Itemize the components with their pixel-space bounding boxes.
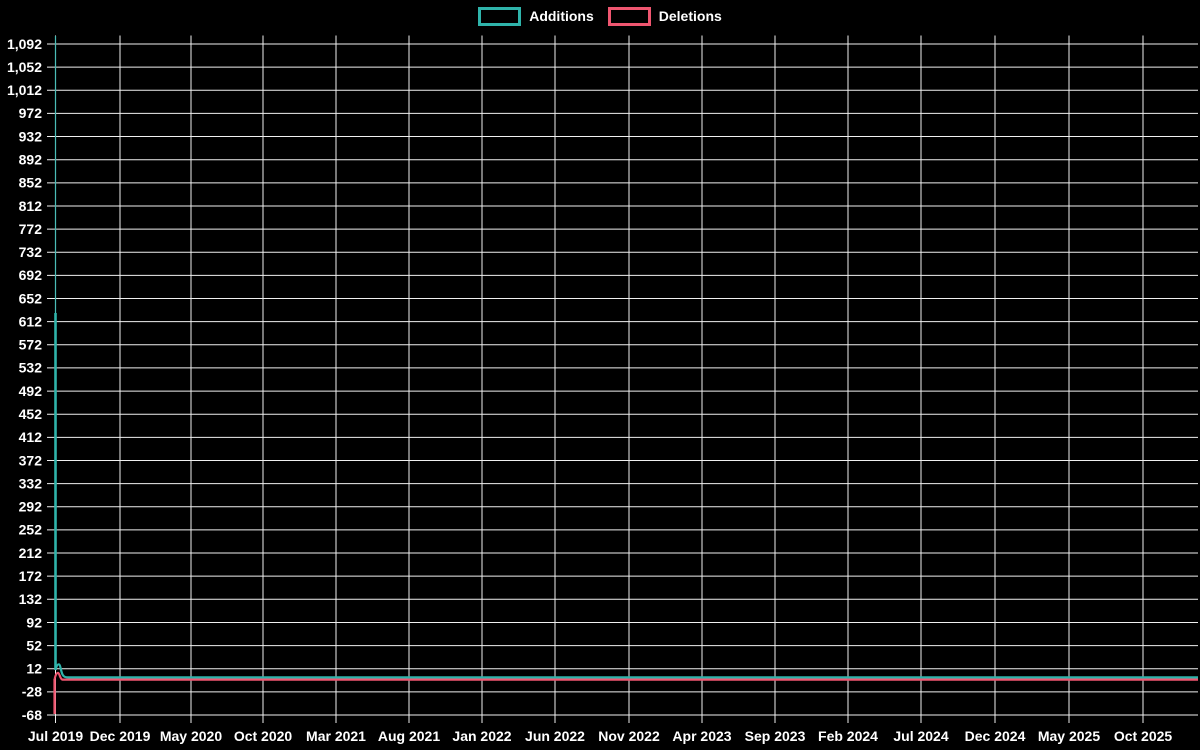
y-tick-label: 772 [19,221,43,237]
x-tick-label: Aug 2021 [378,728,440,744]
y-tick-label: 1,052 [7,59,42,75]
y-tick-label: 732 [19,244,43,260]
x-tick-label: Jun 2022 [525,728,585,744]
x-tick-label: May 2025 [1038,728,1100,744]
x-tick-label: Jul 2024 [893,728,948,744]
y-tick-label: 1,012 [7,82,42,98]
y-tick-label: 332 [19,475,43,491]
x-tick-label: Mar 2021 [306,728,366,744]
deletions-line [53,671,1198,681]
x-tick-label: May 2020 [160,728,222,744]
y-tick-label: 532 [19,360,43,376]
x-tick-label: Oct 2025 [1114,728,1173,744]
chart-legend: Additions Deletions [0,7,1200,26]
y-tick-label: 692 [19,267,43,283]
y-tick-label: 172 [19,568,43,584]
y-tick-label: -28 [22,684,42,700]
y-tick-label: 972 [19,105,43,121]
y-tick-label: 572 [19,337,43,353]
y-tick-label: 132 [19,591,43,607]
y-tick-label: 1,092 [7,36,42,52]
y-tick-label: 412 [19,429,43,445]
y-tick-label: 292 [19,499,43,515]
legend-label-additions: Additions [529,8,594,24]
x-tick-label: Nov 2022 [598,728,660,744]
y-tick-label: 92 [26,614,42,630]
legend-label-deletions: Deletions [658,8,722,24]
y-tick-label: 652 [19,290,43,306]
y-tick-label: 612 [19,313,43,329]
y-tick-label: 492 [19,383,43,399]
y-tick-label: 892 [19,151,43,167]
legend-item-additions[interactable]: Additions [478,7,594,26]
x-tick-label: Feb 2024 [818,728,878,744]
legend-swatch-additions [478,7,522,26]
x-tick-label: Sep 2023 [745,728,806,744]
x-tick-label: Jul 2019 [28,728,83,744]
x-tick-label: Dec 2019 [90,728,151,744]
y-tick-label: 252 [19,522,43,538]
y-tick-label: -68 [22,707,42,723]
legend-swatch-deletions [607,7,651,26]
x-tick-label: Apr 2023 [672,728,731,744]
y-tick-label: 932 [19,128,43,144]
y-tick-label: 452 [19,406,43,422]
y-tick-label: 212 [19,545,43,561]
y-tick-label: 52 [26,637,42,653]
x-tick-label: Jan 2022 [452,728,511,744]
y-tick-label: 372 [19,452,43,468]
additions-line [54,663,1198,679]
y-tick-label: 852 [19,175,43,191]
x-tick-label: Dec 2024 [965,728,1026,744]
y-tick-label: 12 [26,661,42,677]
x-tick-label: Oct 2020 [234,728,293,744]
y-tick-label: 812 [19,198,43,214]
legend-item-deletions[interactable]: Deletions [607,7,722,26]
